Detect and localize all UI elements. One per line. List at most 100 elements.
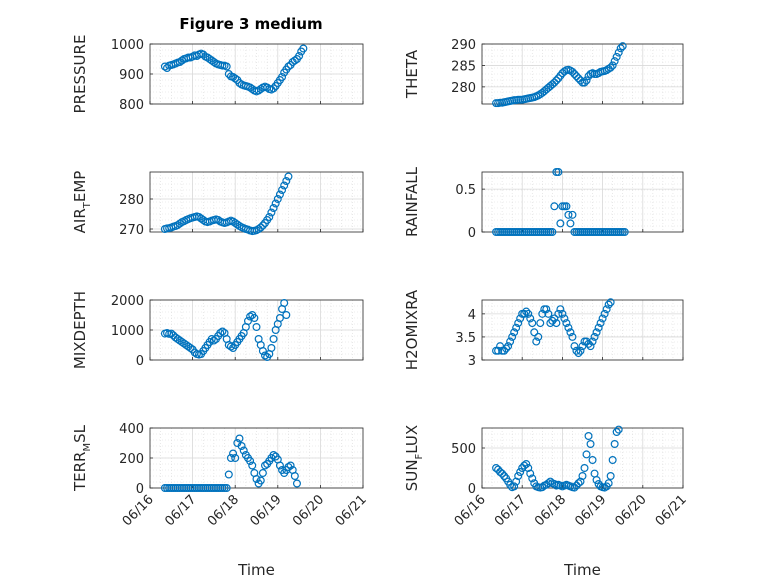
data-point (608, 61, 617, 70)
data-point (548, 228, 557, 237)
data-point (258, 347, 267, 356)
data-point (269, 204, 278, 213)
data-point (570, 483, 579, 492)
y-axis-label: SUNFLUX (403, 425, 425, 491)
data-point (508, 332, 517, 341)
data-point (295, 51, 304, 60)
data-point (290, 56, 299, 65)
y-tick-label: 200 (119, 452, 144, 467)
data-point (500, 472, 509, 481)
data-point (558, 309, 567, 318)
data-point (292, 479, 301, 488)
data-point (282, 177, 291, 186)
subplot-2: 280 285 290 THETA (403, 38, 684, 108)
data-point (568, 210, 577, 219)
figure-title: Figure 3 medium (179, 15, 322, 33)
data-point (222, 484, 231, 493)
data-point (542, 305, 551, 314)
data-point (620, 228, 629, 237)
data-point (218, 327, 227, 336)
data-point (494, 346, 503, 355)
data-point (226, 342, 235, 351)
data-point (506, 337, 515, 346)
data-point (299, 44, 308, 53)
data-point (522, 460, 531, 469)
data-point (278, 72, 287, 81)
data-point (280, 299, 289, 308)
data-point (550, 202, 559, 211)
axes-box (481, 43, 684, 105)
data-point (586, 342, 595, 351)
data-point (252, 323, 261, 332)
y-tick-label: 0.5 (455, 183, 476, 198)
data-point (218, 61, 227, 70)
data-point (572, 481, 581, 490)
data-point (588, 456, 597, 465)
data-point (582, 450, 591, 459)
y-tick-label: 3 (468, 354, 476, 369)
data-point (273, 195, 282, 204)
data-point (284, 172, 293, 181)
data-point (566, 328, 575, 337)
data-point (526, 469, 535, 478)
data-point (560, 314, 569, 323)
data-point (528, 319, 537, 328)
data-point (562, 319, 571, 328)
data-point (269, 335, 278, 344)
data-point (576, 346, 585, 355)
y-tick-label: 280 (119, 193, 144, 208)
y-tick-label: 800 (119, 98, 144, 113)
data-point (584, 339, 593, 348)
data-point (590, 332, 599, 341)
data-point (275, 461, 284, 470)
data-point (538, 483, 547, 492)
data-point (231, 454, 240, 463)
data-point (237, 442, 246, 451)
subplot-6: 3 3.5 4 H2OMIXRA (403, 289, 684, 370)
data-point (280, 181, 289, 190)
data-point (602, 66, 611, 75)
data-point (269, 84, 278, 93)
y-tick-label: 1000 (111, 38, 144, 53)
data-point (496, 468, 505, 477)
data-point (550, 78, 559, 87)
data-point (546, 477, 555, 486)
data-point (552, 319, 561, 328)
data-point (616, 44, 625, 53)
data-point (186, 344, 195, 353)
y-tick-label: 900 (119, 68, 144, 83)
data-point (269, 451, 278, 460)
y-tick-label: 280 (451, 81, 476, 96)
data-point (536, 319, 545, 328)
data-point (592, 476, 601, 485)
y-tick-label: 285 (451, 59, 476, 74)
data-point (510, 482, 519, 491)
data-point (606, 63, 615, 72)
data-point (516, 468, 525, 477)
data-point (284, 62, 293, 71)
data-point (544, 309, 553, 318)
data-point (235, 434, 244, 443)
data-point (520, 461, 529, 470)
data-point (614, 425, 623, 434)
data-point (518, 464, 527, 473)
data-point (246, 457, 255, 466)
data-point (526, 314, 535, 323)
y-tick-label: 270 (119, 223, 144, 238)
y-axis-label: H2OMIXRA (403, 289, 421, 370)
y-axis-label: THETA (403, 49, 421, 99)
data-point (502, 344, 511, 353)
data-point (614, 48, 623, 57)
y-axis-label: MIXDEPTH (71, 291, 89, 369)
data-point (596, 319, 605, 328)
data-point (278, 186, 287, 195)
data-point (261, 461, 270, 470)
data-point (290, 472, 299, 481)
data-point (594, 323, 603, 332)
y-tick-label: 1000 (111, 324, 144, 339)
data-point (209, 57, 218, 66)
data-point (271, 199, 280, 208)
data-point (556, 219, 565, 228)
data-point (550, 314, 559, 323)
